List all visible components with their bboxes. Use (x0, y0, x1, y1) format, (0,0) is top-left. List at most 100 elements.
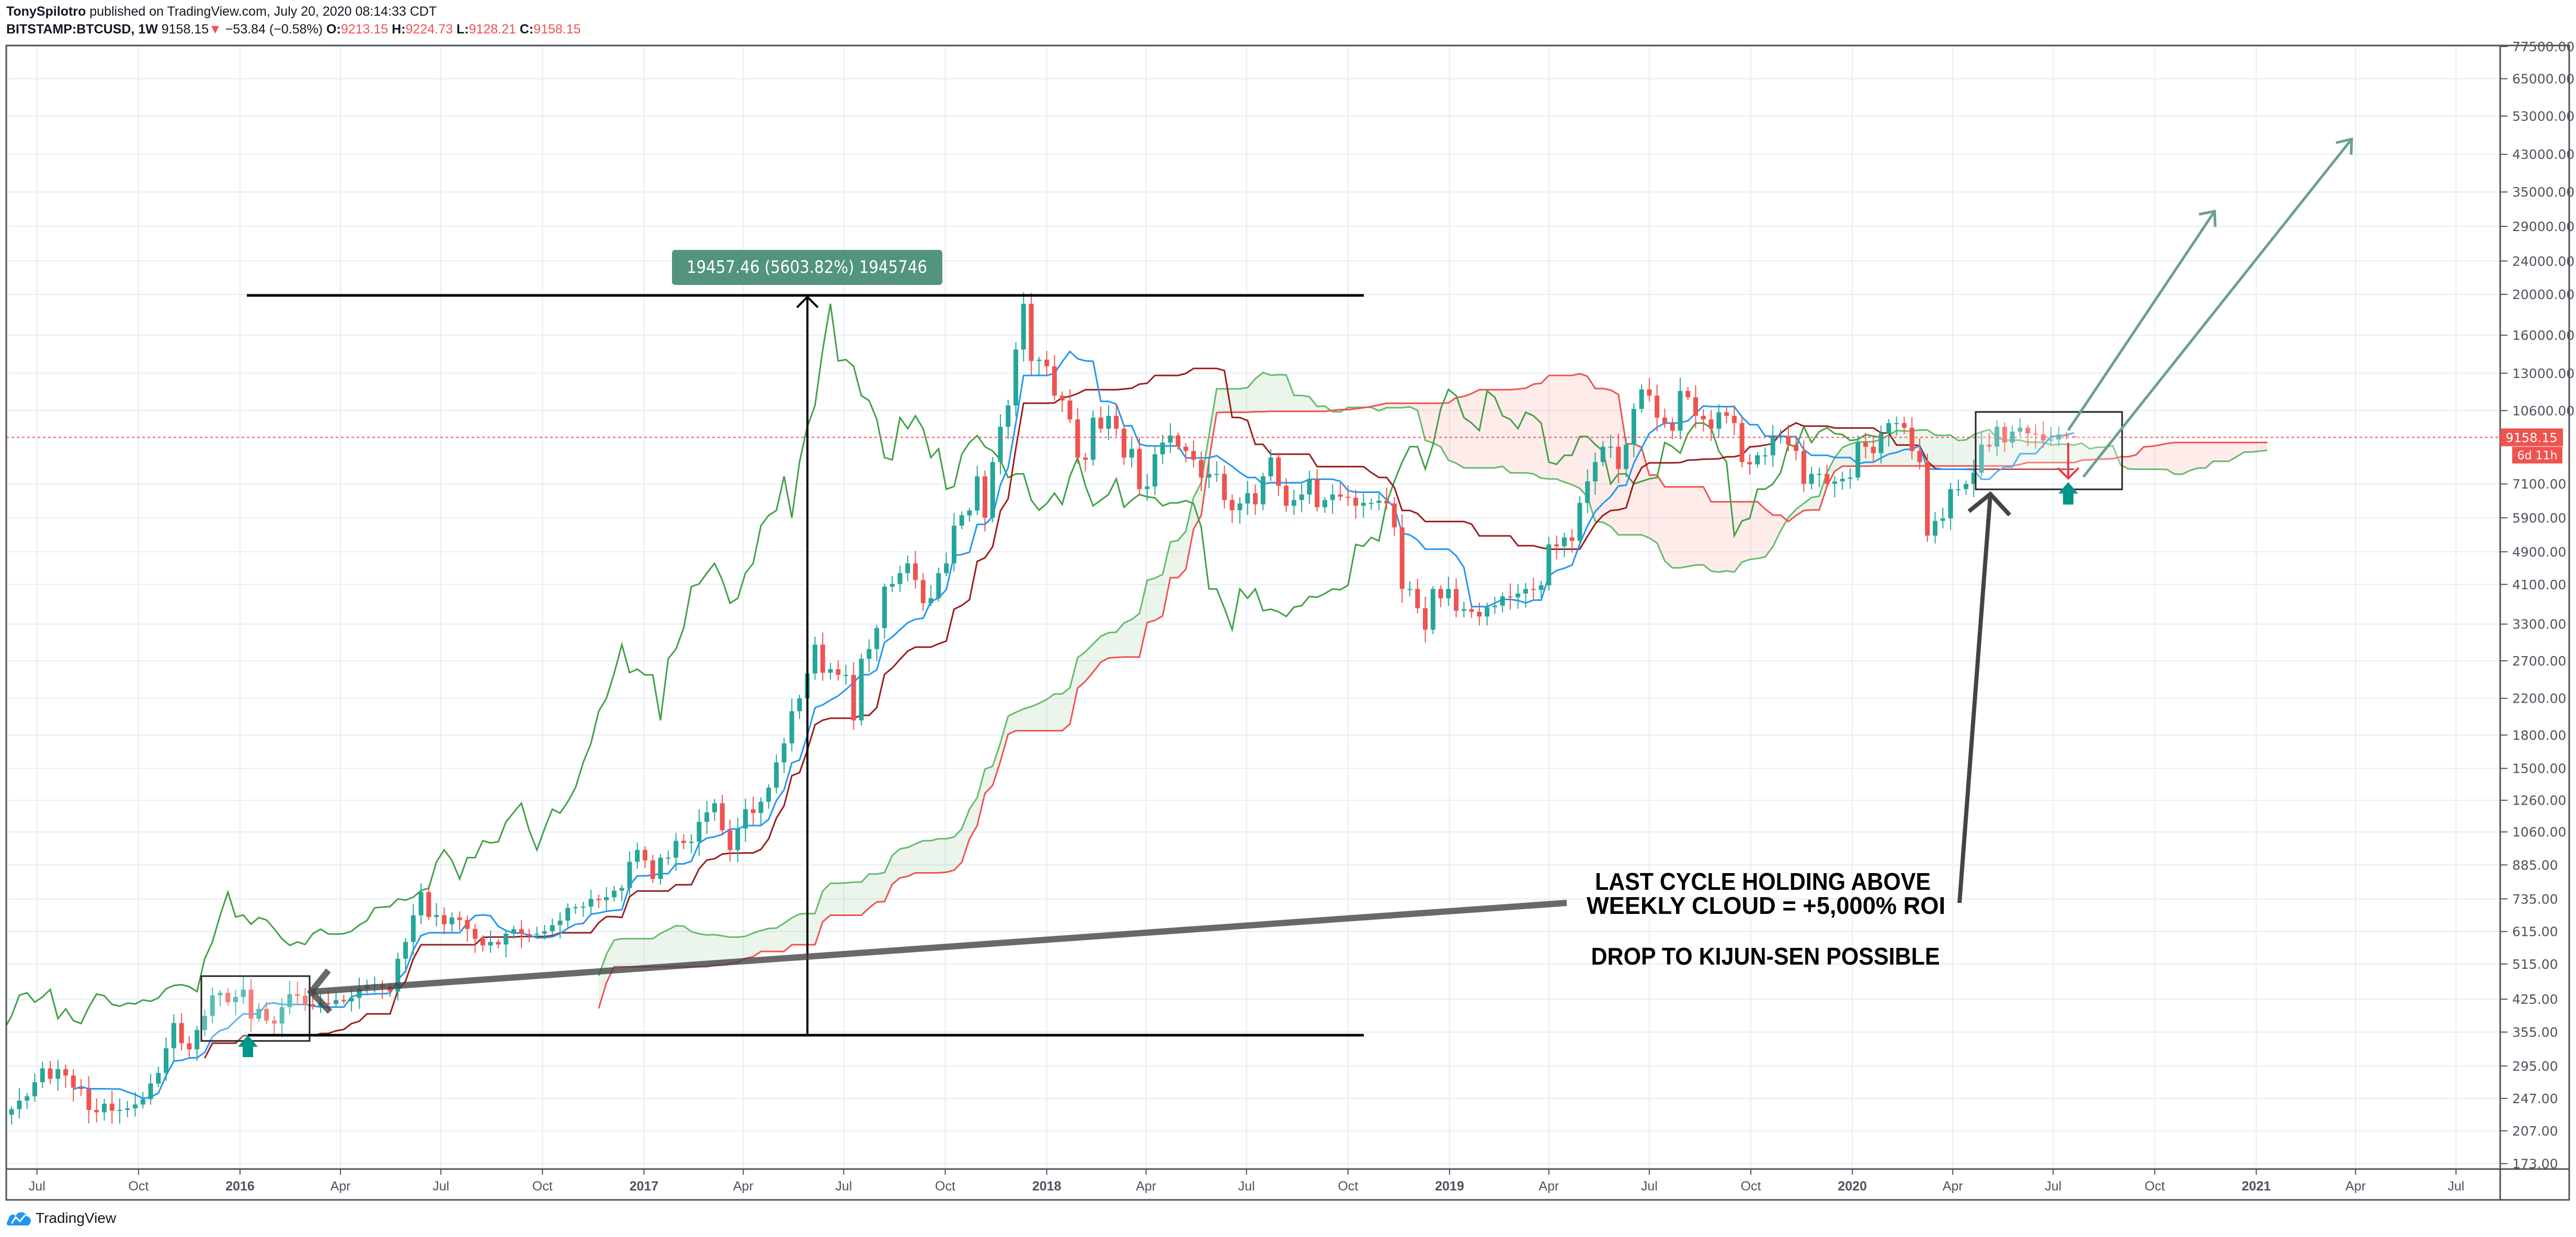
candle (256, 1003, 261, 1022)
price-tick-label: 515.00 (2512, 957, 2558, 972)
cloud-segment (1927, 430, 1935, 466)
candle-body (1655, 395, 1660, 418)
candle (1237, 497, 1243, 524)
time-tick-label: Apr (1943, 1179, 1963, 1194)
candle-body (1036, 359, 1042, 361)
candle-body (411, 915, 416, 942)
cloud-segment (962, 809, 970, 863)
cloud-segment (706, 934, 715, 967)
candle (1817, 467, 1822, 487)
candle-body (975, 476, 980, 511)
cloud-segment (1618, 394, 1626, 535)
candle-body (1245, 493, 1250, 503)
price-axis[interactable]: 77500.00 65000.00 53000.00 43000.00 35000.00… (2500, 39, 2574, 1172)
candle-body (2033, 433, 2038, 435)
measure-label[interactable]: 19457.46 (5603.82%) 1945746 (672, 250, 942, 285)
candle (1121, 425, 1126, 465)
candle-body (457, 917, 462, 920)
candle (1515, 584, 1521, 609)
candle-body (720, 803, 725, 830)
candle (1979, 431, 1984, 477)
candle-body (1067, 400, 1073, 420)
candle (78, 1079, 84, 1096)
candle (820, 632, 825, 681)
candle (1307, 471, 1312, 504)
cloud-segment (1472, 390, 1479, 468)
author-name[interactable]: TonySpilotro (6, 4, 86, 19)
candle-body (418, 892, 424, 915)
candle-body (1731, 416, 1737, 423)
candle (851, 662, 856, 730)
time-axis[interactable]: Jul Oct 2016 Apr Jul Oct 2017 Apr Jul Oct 2018 Apr J… (29, 1169, 2465, 1194)
candle (279, 998, 284, 1038)
candle-body (279, 1007, 284, 1024)
cloud-segment (2151, 445, 2159, 469)
candle-body (310, 1004, 315, 1006)
price-tick-label: 2700.00 (2512, 654, 2566, 669)
candle (1415, 578, 1420, 614)
up-arrow-icon[interactable] (238, 1035, 258, 1057)
candle (1376, 494, 1382, 510)
kijun-sen-line (204, 368, 2075, 1059)
published-text: published on TradingView.com, July 20, 2… (89, 4, 437, 19)
time-tick-label: Oct (935, 1179, 955, 1194)
candle (1006, 399, 1011, 439)
candle-body (32, 1082, 37, 1096)
footer-brand[interactable]: TradingView (6, 1210, 116, 1227)
candle-body (140, 1099, 145, 1105)
candle-body (1747, 462, 1752, 465)
projection-arrow-1[interactable] (2067, 209, 2217, 431)
candle (1338, 483, 1343, 501)
cloud-segment (761, 928, 769, 952)
time-tick-label: 2020 (1838, 1179, 1867, 1194)
candle-body (1886, 423, 1891, 434)
candle-body (967, 510, 972, 516)
time-tick-label: Jul (29, 1179, 45, 1194)
price-tick-label: 615.00 (2512, 924, 2558, 940)
cloud-segment (2197, 442, 2206, 468)
candle-body (1917, 451, 1922, 462)
candle-body (1330, 494, 1335, 500)
candle-body (473, 929, 478, 939)
candle (527, 929, 532, 943)
candle (1731, 405, 1737, 436)
down-arrow-icon[interactable] (2057, 443, 2080, 480)
candle (1531, 578, 1536, 599)
candle (303, 988, 308, 1011)
candle (550, 918, 555, 935)
up-arrow-icon[interactable] (2058, 482, 2078, 505)
cloud-segment (1093, 636, 1101, 672)
candle-body (920, 580, 926, 603)
candle (1794, 436, 1799, 461)
candle-body (658, 857, 663, 879)
candle-body (1299, 494, 1304, 500)
candle-body (1260, 476, 1266, 505)
candle-body (1832, 481, 1837, 484)
cloud-segment (2004, 440, 2013, 466)
candle (766, 784, 771, 809)
price-tick-label: 20000.00 (2512, 287, 2574, 302)
cloud-segment (2259, 442, 2267, 451)
price-tick-label: 425.00 (2512, 992, 2558, 1007)
trend-arrow-up[interactable] (1957, 491, 2011, 903)
close-label: C: (519, 22, 534, 37)
symbol-name[interactable]: BITSTAMP:BTCUSD, 1W (6, 22, 158, 37)
candle-body (1129, 449, 1134, 458)
candle-body (1863, 442, 1868, 447)
candle-body (1021, 304, 1026, 350)
candle-body (1237, 503, 1243, 510)
annotation-text[interactable]: LAST CYCLE HOLDING ABOVE WEEKLY CLOUD = … (1587, 868, 1945, 970)
box-2020[interactable] (1975, 411, 2123, 490)
trend-arrow-left[interactable] (307, 900, 1567, 1014)
projection-arrow-2[interactable] (2082, 137, 2353, 478)
cloud-segment (1556, 375, 1565, 483)
cloud-segment (1695, 487, 1704, 565)
box-2016[interactable] (200, 975, 311, 1042)
candle-body (1948, 489, 1953, 519)
candle (1330, 484, 1335, 514)
candle (241, 976, 246, 1004)
candle-body (820, 644, 825, 673)
candle (1291, 489, 1296, 516)
candle-body (1214, 474, 1219, 475)
